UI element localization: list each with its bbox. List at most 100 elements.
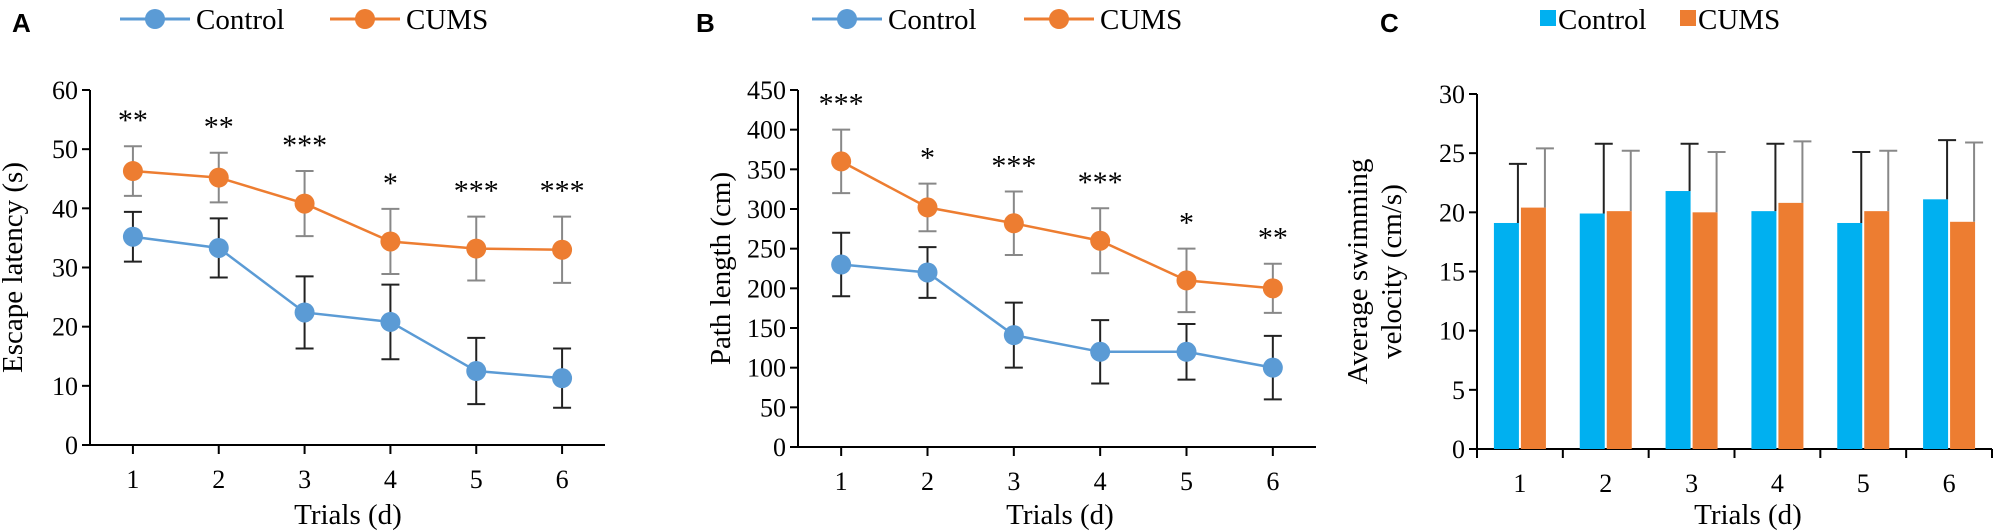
- panel-letter: B: [696, 8, 715, 38]
- data-point-cums: [917, 197, 938, 218]
- y-axis-label: Path length (cm): [705, 172, 737, 365]
- x-tick-label: 1: [1513, 469, 1526, 498]
- bar-control: [1837, 222, 1863, 449]
- series-line-cums: [132, 169, 563, 251]
- data-point-cums: [831, 151, 852, 172]
- data-point-cums: [466, 238, 487, 259]
- x-tick-label: 5: [1180, 467, 1193, 496]
- y-tick-label: 40: [52, 194, 78, 223]
- significance-label: *: [383, 167, 398, 200]
- significance-label: ***: [454, 175, 499, 208]
- data-point-control: [1262, 357, 1283, 378]
- panel-letter: A: [12, 8, 31, 38]
- legend-label: CUMS: [1100, 4, 1182, 36]
- bar-cums: [1692, 212, 1718, 449]
- data-point-control: [1090, 341, 1111, 362]
- bar-control: [1493, 222, 1519, 449]
- y-tick-label: 5: [1452, 376, 1465, 405]
- data-point-cums: [208, 167, 229, 188]
- legend-marker: [145, 9, 165, 29]
- x-tick-label: 5: [470, 465, 483, 494]
- data-point-control: [294, 302, 315, 323]
- significance-label: **: [204, 111, 234, 144]
- data-point-control: [1176, 341, 1197, 362]
- significance-label: **: [118, 104, 148, 137]
- y-tick-label: 20: [52, 313, 78, 342]
- bar-cums: [1606, 211, 1632, 449]
- legend-label: Control: [196, 4, 285, 36]
- legend-marker: [1049, 9, 1069, 29]
- x-axis-label: Trials (d): [1006, 499, 1114, 531]
- series-line-cums: [840, 160, 1273, 290]
- x-axis-label: Trials (d): [294, 499, 402, 531]
- x-tick-label: 3: [1007, 467, 1020, 496]
- data-point-cums: [1090, 230, 1111, 251]
- legend-swatch-cums: [1680, 10, 1696, 26]
- y-axis-label: Average swimming: [1342, 159, 1374, 385]
- data-point-control: [466, 361, 487, 382]
- x-tick-label: 5: [1857, 469, 1870, 498]
- data-point-control: [552, 368, 573, 389]
- data-point-cums: [294, 193, 315, 214]
- data-point-cums: [380, 231, 401, 252]
- x-tick-label: 2: [1599, 469, 1612, 498]
- y-tick-label: 150: [747, 314, 786, 343]
- y-tick-label: 60: [52, 76, 78, 105]
- x-tick-label: 6: [1266, 467, 1279, 496]
- series-line-control: [132, 235, 563, 380]
- x-tick-label: 3: [1685, 469, 1698, 498]
- legend-marker: [837, 9, 857, 29]
- data-point-cums: [552, 239, 573, 260]
- data-point-control: [1003, 325, 1024, 346]
- legend-marker: [355, 9, 375, 29]
- y-tick-label: 0: [1452, 435, 1465, 464]
- x-tick-label: 4: [384, 465, 397, 494]
- y-tick-label: 0: [65, 431, 78, 460]
- bar-cums: [1778, 202, 1804, 449]
- panel-c: C 0 5 10 15 20 25 30 1 2 3 4 5 6 Trials (d) Average swi…: [1342, 4, 1993, 531]
- data-point-cums: [1262, 278, 1283, 299]
- x-tick-label: 3: [298, 465, 311, 494]
- legend-label: CUMS: [406, 4, 488, 36]
- y-tick-label: 400: [747, 116, 786, 145]
- significance-label: *: [920, 142, 935, 175]
- data-point-control: [208, 237, 229, 258]
- significance-label: *: [1179, 207, 1194, 240]
- y-tick-label: 250: [747, 235, 786, 264]
- bar-cums: [1950, 221, 1976, 449]
- y-tick-label: 50: [52, 135, 78, 164]
- y-tick-label: 30: [52, 254, 78, 283]
- y-tick-label: 30: [1439, 80, 1465, 109]
- legend-swatch-control: [1540, 10, 1556, 26]
- x-tick-label: 4: [1094, 467, 1107, 496]
- x-tick-label: 1: [835, 467, 848, 496]
- x-tick-label: 4: [1771, 469, 1784, 498]
- bar-control: [1579, 213, 1605, 449]
- x-tick-label: 1: [126, 465, 139, 494]
- bar-cums: [1864, 211, 1890, 449]
- y-tick-label: 10: [1439, 317, 1465, 346]
- x-tick-label: 2: [212, 465, 225, 494]
- panel-letter: C: [1380, 8, 1399, 38]
- bar-control: [1751, 211, 1777, 449]
- y-tick-label: 450: [747, 76, 786, 105]
- x-tick-label: 2: [921, 467, 934, 496]
- panel-a: A 0 10 20 30 40 50 60 1 2 3 4 5 6 Trials (d) Escape lat…: [0, 4, 605, 531]
- significance-label: ***: [819, 88, 864, 121]
- bar-cums: [1520, 207, 1546, 449]
- significance-label: ***: [1078, 166, 1123, 199]
- data-point-control: [380, 311, 401, 332]
- significance-label: **: [1258, 222, 1288, 255]
- legend-label: CUMS: [1698, 4, 1780, 36]
- y-axis-label: velocity (cm/s): [1376, 184, 1408, 359]
- y-tick-label: 25: [1439, 139, 1465, 168]
- data-point-cums: [1176, 270, 1197, 291]
- data-point-control: [831, 254, 852, 275]
- data-point-control: [122, 226, 143, 247]
- x-tick-label: 6: [1943, 469, 1956, 498]
- bar-control: [1665, 191, 1691, 450]
- significance-label: ***: [540, 175, 585, 208]
- x-tick-label: 6: [556, 465, 569, 494]
- y-tick-label: 0: [773, 433, 786, 462]
